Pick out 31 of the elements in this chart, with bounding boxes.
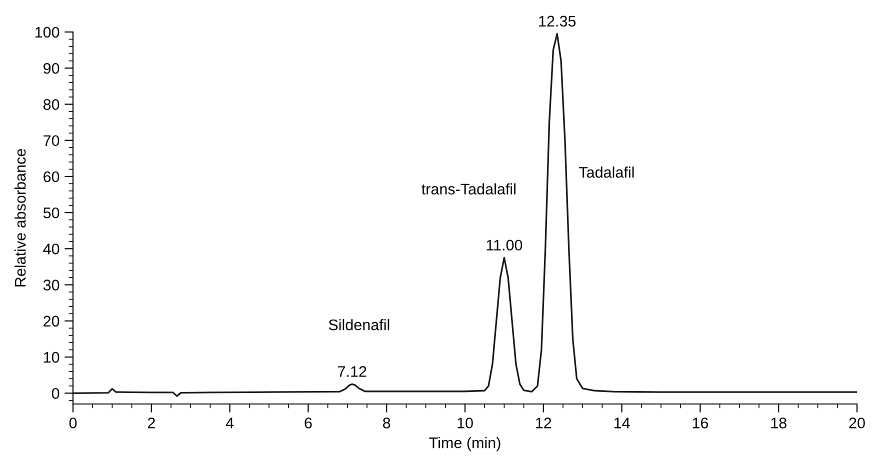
x-tick-label: 14 (614, 418, 630, 428)
annotation: 11.00 (486, 240, 522, 251)
annotation: 7.12 (338, 366, 366, 377)
x-tick-label: 20 (849, 418, 865, 428)
x-tick-label: 16 (692, 418, 708, 428)
y-tick-label: 100 (35, 26, 60, 38)
x-tick-label: 18 (771, 418, 786, 428)
annotation: Tadalafil (579, 166, 634, 178)
y-tick-label: 10 (44, 352, 60, 363)
y-tick-label: 60 (44, 171, 60, 182)
annotation: trans-Tadalafil (422, 183, 516, 195)
annotation: Sildenafil (328, 319, 390, 330)
line-series (73, 32, 857, 397)
x-tick-label: 8 (383, 418, 390, 428)
x-axis-title: Time (min) (429, 436, 500, 452)
x-tick-label: 10 (458, 418, 473, 428)
y-tick-label: 40 (43, 244, 60, 254)
y-tick-label: 70 (44, 135, 60, 146)
x-tick-label: 6 (304, 418, 312, 428)
annotation: 12.35 (539, 16, 576, 27)
y-axis-title: Relative absorbance (14, 149, 26, 286)
y-tick-label: 30 (43, 280, 60, 290)
x-tick-label: 12 (536, 418, 552, 428)
x-tick-label: 0 (69, 418, 77, 428)
x-tick-label: 2 (148, 418, 155, 428)
y-tick-label: 0 (52, 388, 60, 399)
y-tick-label: 20 (44, 316, 60, 327)
x-tick-label: 4 (226, 418, 234, 428)
y-tick-label: 50 (43, 207, 60, 218)
y-tick-label: 90 (44, 62, 60, 74)
y-tick-label: 80 (43, 99, 60, 110)
